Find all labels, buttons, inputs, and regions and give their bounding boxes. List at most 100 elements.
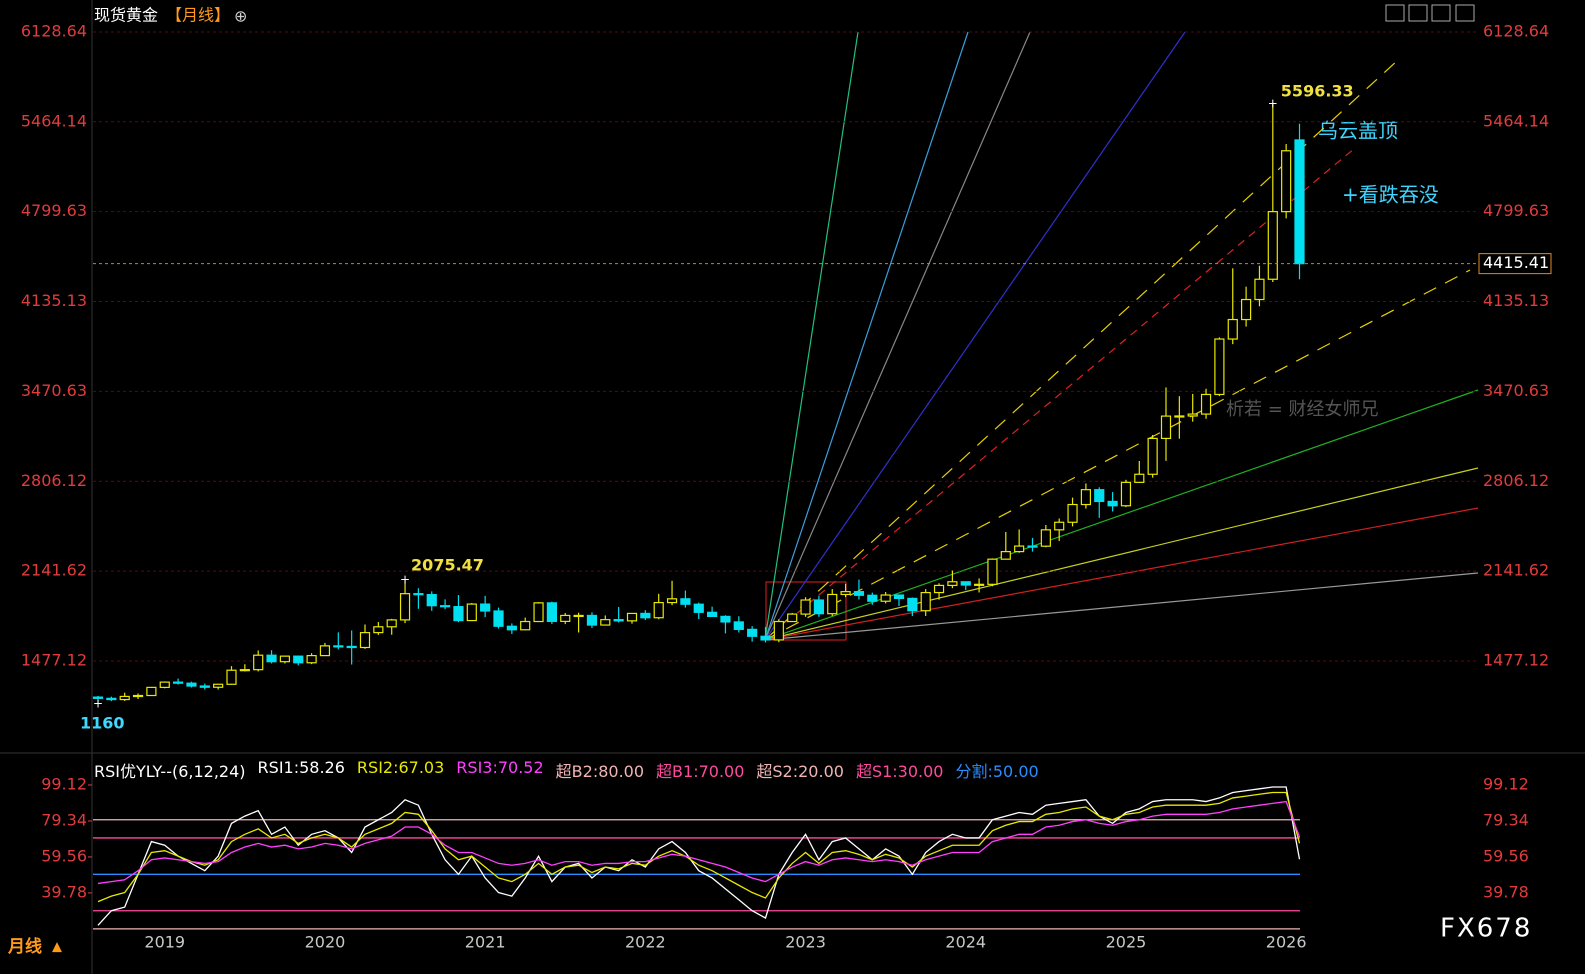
candle-body bbox=[119, 695, 130, 701]
candle-body bbox=[813, 599, 825, 615]
y-tick-label: 99.12 bbox=[41, 774, 87, 793]
candle-body bbox=[1160, 415, 1172, 440]
candle-body bbox=[132, 694, 144, 698]
y-tick-label: 3470.63 bbox=[1483, 381, 1549, 400]
candle-body bbox=[880, 594, 891, 602]
fan-line bbox=[764, 507, 1479, 641]
candle-body bbox=[373, 626, 384, 634]
rsi-line bbox=[97, 800, 1301, 885]
candle-body bbox=[640, 612, 651, 619]
y-tick-label: 2141.62 bbox=[21, 561, 87, 580]
candle-body bbox=[480, 603, 491, 612]
candle-body bbox=[493, 610, 504, 627]
y-tick-label: 4135.13 bbox=[1483, 291, 1549, 310]
candle-body bbox=[1267, 211, 1278, 280]
candle-body bbox=[600, 619, 611, 626]
candle-body bbox=[827, 593, 838, 615]
y-tick-label: 59.56 bbox=[1483, 846, 1529, 865]
candle-body bbox=[293, 655, 304, 664]
rsi-line bbox=[97, 786, 1301, 926]
x-tick-label: 2022 bbox=[625, 933, 666, 952]
candle-body bbox=[440, 605, 451, 608]
legend-entry: 超B1:70.00 bbox=[656, 762, 745, 781]
candle-body bbox=[346, 645, 357, 649]
y-tick-label: 4799.63 bbox=[1483, 201, 1549, 220]
legend-entry: RSI2:67.03 bbox=[356, 758, 445, 777]
period-label[interactable]: 月线 bbox=[7, 936, 42, 957]
candle-body bbox=[1147, 437, 1158, 475]
y-tick-label: 4799.63 bbox=[21, 201, 87, 220]
candle-body bbox=[907, 597, 918, 612]
candle-body bbox=[1187, 413, 1198, 417]
candle-body bbox=[853, 591, 865, 596]
candle-body bbox=[1294, 139, 1305, 265]
fan-line bbox=[764, 147, 1356, 641]
y-tick-label: 3470.63 bbox=[21, 381, 87, 400]
y-tick-label: 6128.64 bbox=[1483, 21, 1549, 40]
candle-body bbox=[1094, 489, 1105, 503]
legend-entry: RSI1:58.26 bbox=[257, 758, 345, 777]
candle-body bbox=[1174, 415, 1185, 418]
candle-body bbox=[533, 602, 544, 623]
y-tick-label: 39.78 bbox=[41, 882, 87, 901]
fan-line bbox=[764, 467, 1479, 641]
extreme-label: 1160 bbox=[80, 713, 125, 732]
y-tick-label: 2806.12 bbox=[21, 471, 87, 490]
fan-line bbox=[764, 269, 1471, 641]
watermark: 析若 = 财经女师兄 bbox=[1226, 399, 1379, 420]
candle-body bbox=[747, 628, 758, 637]
marker: + bbox=[93, 696, 103, 710]
period-arrow[interactable]: ▲ bbox=[52, 940, 62, 955]
candle-body bbox=[399, 593, 411, 621]
candle-body bbox=[306, 655, 317, 664]
legend-entry: 超B2:80.00 bbox=[555, 762, 645, 781]
candle-body bbox=[92, 696, 104, 699]
candle-body bbox=[226, 669, 237, 685]
y-tick-label: 5464.14 bbox=[21, 111, 87, 130]
toolbar-icons[interactable] bbox=[1385, 4, 1475, 22]
candle-body bbox=[159, 681, 170, 688]
legend-entry: RSI优YLY--(6,12,24) bbox=[94, 762, 246, 781]
period-title: 【月线】 bbox=[166, 6, 230, 25]
fan-line bbox=[764, 31, 1186, 641]
fan-line bbox=[764, 31, 859, 641]
candle-body bbox=[760, 635, 771, 641]
extreme-label: 2075.47 bbox=[411, 556, 484, 575]
current-price-label: 4415.41 bbox=[1483, 253, 1549, 272]
candle-body bbox=[186, 682, 197, 687]
marker: + bbox=[400, 573, 410, 587]
candle-body bbox=[466, 603, 477, 622]
legend-entry: 超S2:20.00 bbox=[756, 762, 844, 781]
rsi-line bbox=[97, 791, 1301, 903]
annotation: +看跌吞没 bbox=[1342, 183, 1439, 207]
legend-entry: 超S1:30.00 bbox=[855, 762, 944, 781]
candle-body bbox=[987, 558, 998, 585]
add-icon[interactable]: ⊕ bbox=[234, 7, 247, 26]
x-tick-label: 2023 bbox=[785, 933, 826, 952]
y-tick-label: 6128.64 bbox=[21, 21, 87, 40]
candle-body bbox=[893, 594, 905, 600]
legend-entry: 分割:50.00 bbox=[955, 762, 1039, 781]
candle-body bbox=[213, 683, 224, 688]
candle-body bbox=[706, 611, 718, 617]
candle-body bbox=[787, 613, 798, 623]
candle-body bbox=[146, 686, 157, 697]
y-tick-label: 5464.14 bbox=[1483, 111, 1549, 130]
y-tick-label: 79.34 bbox=[41, 810, 87, 829]
candle-body bbox=[106, 697, 117, 701]
x-tick-label: 2024 bbox=[945, 933, 986, 952]
candle-body bbox=[840, 591, 851, 596]
candle-body bbox=[1254, 278, 1265, 301]
candle-body bbox=[413, 593, 424, 596]
candle-body bbox=[279, 655, 290, 663]
candle-body bbox=[800, 599, 811, 615]
x-tick-label: 2019 bbox=[144, 933, 185, 952]
y-tick-label: 99.12 bbox=[1483, 774, 1529, 793]
candle-body bbox=[1067, 503, 1078, 523]
candle-body bbox=[1227, 318, 1238, 340]
candle-body bbox=[773, 620, 784, 641]
candle-body bbox=[573, 614, 584, 618]
candle-body bbox=[1080, 489, 1092, 506]
candle-body bbox=[867, 594, 878, 602]
y-tick-label: 59.56 bbox=[41, 846, 87, 865]
